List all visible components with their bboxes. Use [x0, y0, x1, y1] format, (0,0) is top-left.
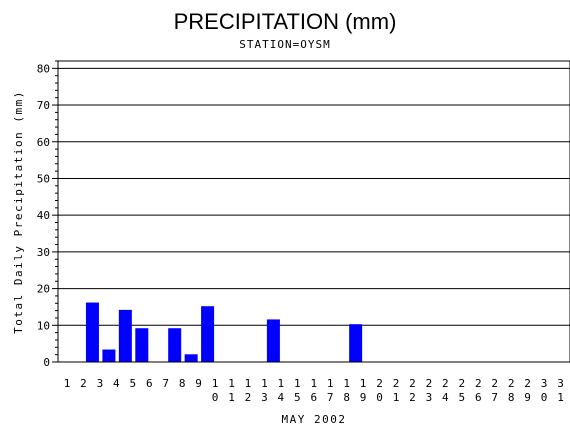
bar-day-4: [118, 309, 132, 362]
y-tick-label: 70: [37, 99, 50, 112]
y-tick-label: 60: [37, 136, 50, 149]
plot-area: [57, 60, 570, 363]
y-tick-label: 40: [37, 209, 50, 222]
x-tick-label: 7: [162, 377, 169, 390]
y-tick-label: 0: [43, 356, 50, 369]
x-tick-label: 6: [146, 377, 153, 390]
x-axis-ticks: 1 2 3 4 5 6 7 8 9 1 01 11 21 31 41 51 61 71 81 92 02 12 22 32 42…: [64, 377, 564, 404]
y-axis-label: Total Daily Precipitation (mm): [12, 90, 25, 334]
bar-day-2: [85, 302, 99, 362]
x-tick-label: 4: [113, 377, 120, 390]
x-tick-label: 2: [80, 377, 87, 390]
chart-title: PRECIPITATION (mm): [174, 9, 397, 34]
chart-subtitle: STATION=OYSM: [239, 38, 330, 51]
bars: [85, 302, 363, 362]
grid-lines: [58, 67, 570, 326]
bar-day-8: [184, 354, 198, 362]
x-tick-label: 5: [129, 377, 136, 390]
x-tick-label: 3: [97, 377, 104, 390]
bar-day-5: [135, 328, 149, 362]
x-tick-label: 1: [64, 377, 71, 390]
bar-day-13: [266, 319, 280, 362]
y-tick-label: 10: [37, 319, 50, 332]
x-tick-label: 8: [179, 377, 186, 390]
x-tick-label: 9: [195, 377, 202, 390]
y-tick-label: 80: [37, 62, 50, 75]
x-axis-label: MAY 2002: [282, 413, 347, 426]
bar-day-9: [201, 306, 215, 362]
bar-day-18: [349, 324, 363, 362]
bar-day-3: [102, 349, 116, 362]
y-tick-label: 30: [37, 246, 50, 259]
y-tick-label: 50: [37, 172, 50, 185]
bar-day-7: [168, 328, 182, 362]
y-axis-ticks: 0 10 20 30 40 50 60 70 80: [37, 60, 58, 369]
y-tick-label: 20: [37, 283, 50, 296]
